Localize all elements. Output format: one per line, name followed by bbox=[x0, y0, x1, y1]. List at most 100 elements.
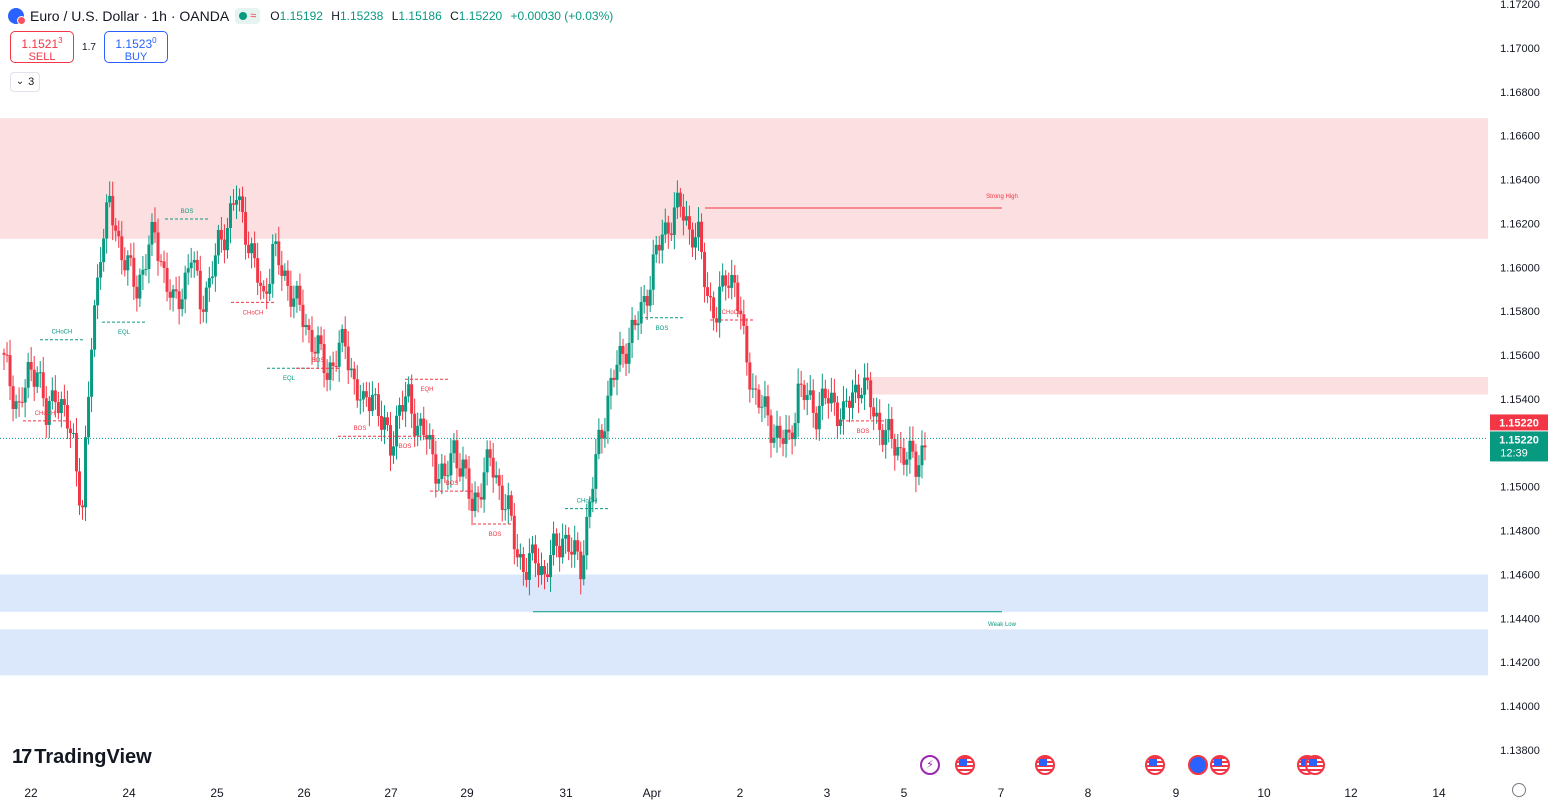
candle-body bbox=[881, 429, 885, 445]
market-status-badge[interactable]: ≈ bbox=[235, 8, 261, 24]
candle-body bbox=[322, 344, 326, 374]
candle bbox=[50, 377, 54, 410]
candle bbox=[663, 208, 667, 244]
event-us-flag-icon[interactable] bbox=[955, 755, 975, 775]
time-tick-label: 3 bbox=[824, 786, 831, 800]
level-label: Weak Low bbox=[988, 622, 1017, 628]
candle bbox=[192, 251, 196, 278]
candle-body bbox=[392, 446, 396, 456]
event-flash-icon[interactable]: ⚡ bbox=[920, 755, 940, 775]
buy-label: BUY bbox=[124, 51, 148, 63]
candle-body bbox=[527, 553, 531, 580]
buy-price: 1.1523 bbox=[115, 37, 153, 51]
candle-body bbox=[331, 362, 335, 367]
candle bbox=[222, 224, 226, 264]
candle-body bbox=[609, 377, 613, 396]
candle-body bbox=[20, 401, 24, 403]
candle-body bbox=[328, 362, 332, 380]
candle bbox=[851, 379, 855, 420]
candle bbox=[742, 299, 746, 335]
candle-body bbox=[440, 463, 444, 479]
candle-body bbox=[687, 216, 691, 230]
candle bbox=[162, 250, 166, 284]
indicators-toggle[interactable]: ⌄ 3 bbox=[10, 72, 40, 92]
candle-body bbox=[549, 555, 553, 578]
demand-zone bbox=[0, 629, 1488, 676]
candle-body bbox=[660, 234, 664, 251]
candle bbox=[159, 254, 163, 267]
event-us-flag-icon[interactable] bbox=[1145, 755, 1165, 775]
candle bbox=[135, 275, 139, 312]
candle bbox=[361, 382, 365, 412]
candle-body bbox=[591, 488, 595, 502]
price-tick-label: 1.16400 bbox=[1500, 175, 1540, 187]
candle-body bbox=[697, 221, 701, 238]
candle-body bbox=[355, 379, 359, 401]
candle bbox=[875, 397, 879, 424]
tradingview-logo[interactable]: 17 TradingView bbox=[12, 746, 152, 769]
candle bbox=[509, 490, 513, 521]
open-value: 1.15192 bbox=[279, 9, 323, 23]
candle-body bbox=[639, 302, 643, 324]
candle-body bbox=[150, 222, 154, 245]
candle bbox=[120, 221, 124, 275]
candle-body bbox=[259, 282, 263, 286]
candle-body bbox=[74, 433, 78, 472]
candle bbox=[265, 278, 269, 310]
candle-body bbox=[376, 394, 380, 416]
event-us-flag-icon[interactable] bbox=[1035, 755, 1055, 775]
buy-button[interactable]: 1.15230 BUY bbox=[104, 31, 168, 63]
candle-body bbox=[875, 412, 879, 417]
candle-body bbox=[141, 269, 145, 275]
candle-body bbox=[171, 289, 175, 298]
candle bbox=[718, 271, 722, 338]
candle-body bbox=[62, 399, 66, 406]
symbol-title[interactable]: Euro / U.S. Dollar · 1h · OANDA bbox=[30, 8, 230, 24]
candle-body bbox=[706, 287, 710, 296]
candle bbox=[512, 503, 516, 565]
candle-body bbox=[718, 286, 722, 323]
candle bbox=[71, 423, 75, 439]
candle-body bbox=[50, 390, 54, 402]
candle bbox=[832, 378, 836, 416]
candle bbox=[452, 433, 456, 463]
event-eu-flag-icon[interactable] bbox=[1188, 755, 1208, 775]
candle bbox=[464, 454, 468, 479]
event-us-flag-icon[interactable] bbox=[1305, 755, 1325, 775]
candle bbox=[627, 327, 631, 374]
candle-body bbox=[829, 392, 833, 404]
candle-body bbox=[914, 451, 918, 477]
axis-settings-icon[interactable] bbox=[1512, 783, 1526, 797]
candle bbox=[404, 381, 408, 427]
candle-body bbox=[730, 275, 734, 288]
candle-body bbox=[207, 278, 211, 288]
sell-button[interactable]: 1.15213 SELL bbox=[10, 31, 74, 63]
candle bbox=[195, 250, 199, 276]
candle bbox=[413, 398, 417, 448]
candle bbox=[20, 387, 24, 408]
candle bbox=[515, 533, 519, 567]
event-us-flag-icon[interactable] bbox=[1210, 755, 1230, 775]
time-tick-label: 10 bbox=[1257, 786, 1271, 800]
last-price-label: 1.15220 bbox=[1499, 417, 1539, 429]
candle-body bbox=[778, 425, 782, 439]
candle-body bbox=[847, 400, 851, 408]
candle bbox=[313, 336, 317, 363]
candle bbox=[503, 493, 507, 521]
candle bbox=[126, 250, 130, 286]
candle-body bbox=[277, 241, 281, 266]
candle bbox=[561, 523, 565, 564]
candle-body bbox=[56, 402, 60, 414]
price-tick-label: 1.15400 bbox=[1500, 394, 1540, 406]
structure-label: BOS bbox=[857, 429, 870, 435]
candle bbox=[730, 259, 734, 300]
candle-body bbox=[23, 387, 27, 403]
candle bbox=[878, 399, 882, 446]
time-tick-label: 22 bbox=[24, 786, 38, 800]
candle bbox=[298, 273, 302, 312]
candle bbox=[428, 423, 432, 449]
candle bbox=[826, 389, 830, 419]
price-tick-label: 1.14200 bbox=[1500, 657, 1540, 669]
candle-body bbox=[543, 566, 547, 575]
